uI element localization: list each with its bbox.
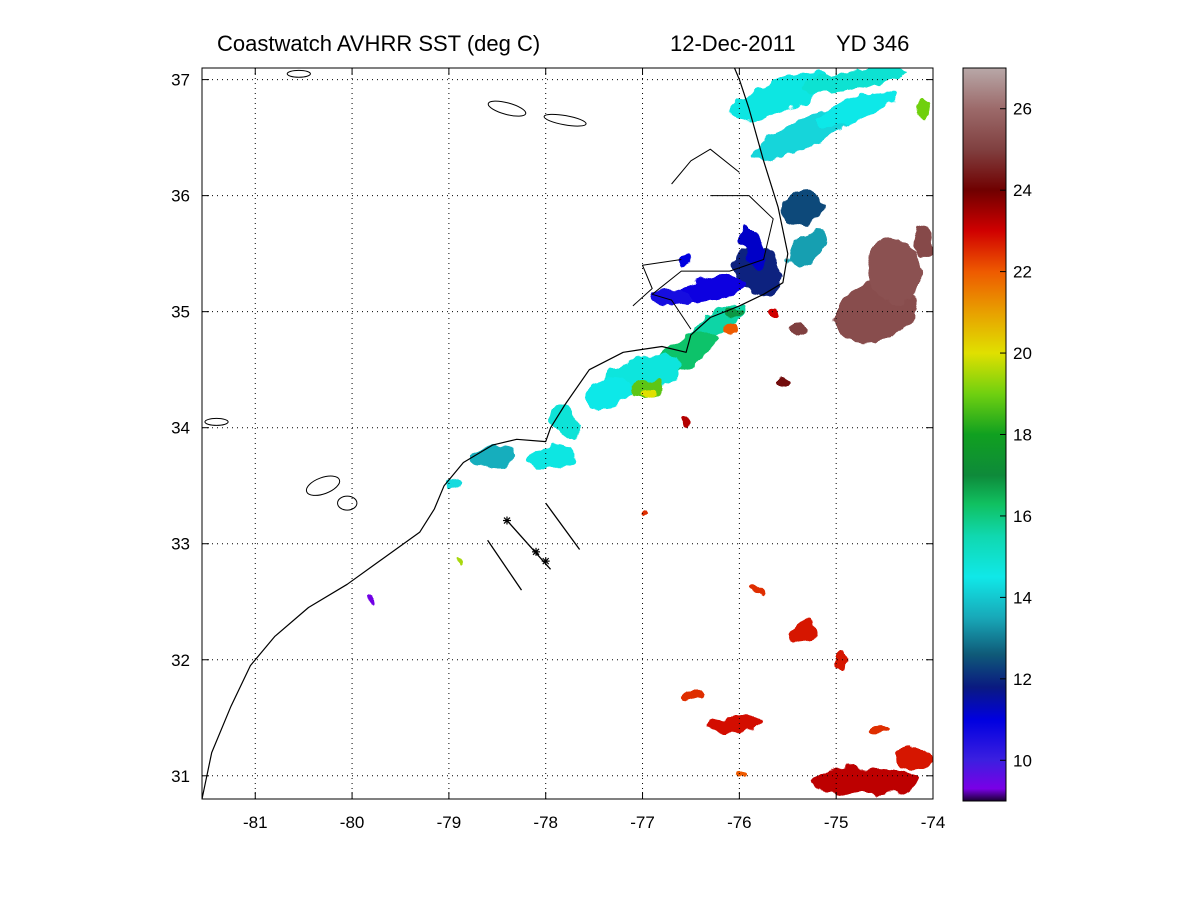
sst-patch — [866, 239, 923, 303]
lake-outline — [305, 475, 341, 496]
colorbar-tick-label: 24 — [1013, 181, 1032, 200]
lake-outline — [286, 69, 311, 78]
sst-patch — [766, 305, 781, 318]
sst-patch — [728, 72, 828, 122]
station-marker-d2 — [532, 548, 540, 556]
sst-patch — [894, 746, 933, 770]
y-tick-label: 37 — [171, 71, 190, 90]
sst-patch — [775, 375, 791, 388]
sound-shoreline — [651, 195, 774, 330]
x-tick-label: -75 — [824, 813, 849, 832]
station-marker — [502, 516, 511, 525]
sst-patch — [814, 90, 897, 128]
colorbar-ticks: 10 12 14 16 18 20 22 24 26 — [1000, 100, 1032, 770]
sst-patch — [811, 767, 919, 796]
y-tick-label: 31 — [171, 767, 190, 786]
chart-yearday: YD 346 — [836, 31, 909, 56]
sst-patch — [915, 100, 932, 117]
sst-patch — [681, 275, 749, 302]
colorbar-tick-label: 10 — [1013, 751, 1032, 770]
x-tick-label: -79 — [437, 813, 462, 832]
station-marker-d2 — [503, 517, 511, 524]
chart-date: 12-Dec-2011 — [670, 31, 796, 56]
transect-layer — [487, 502, 581, 591]
sst-patch — [639, 388, 656, 398]
grid-layer — [202, 68, 933, 799]
sst-patch — [548, 404, 582, 440]
map-plot: -81 -80 -79 -78 -77 -76 -75 -74 31 32 33 34 35 36 37 — [171, 67, 945, 832]
sst-patch — [786, 228, 828, 267]
y-tick-label: 33 — [171, 535, 190, 554]
colorbar-tick-label: 12 — [1013, 670, 1032, 689]
colorbar-tick-label: 16 — [1013, 507, 1032, 526]
lake-outline — [543, 113, 587, 127]
sst-patch — [454, 556, 463, 566]
x-tick-label: -76 — [727, 813, 752, 832]
x-tick-label: -80 — [340, 813, 365, 832]
y-tick-label: 32 — [171, 651, 190, 670]
sst-patch — [835, 648, 847, 672]
station-marker — [541, 557, 550, 566]
sound-shoreline — [671, 148, 740, 185]
sst-patch — [468, 445, 517, 468]
sst-patch — [446, 477, 461, 490]
sst-patch — [650, 289, 693, 306]
lake-outline — [487, 100, 527, 117]
sst-patch — [788, 620, 816, 642]
colorbar-scale — [962, 67, 1007, 802]
x-tick-label: -77 — [630, 813, 655, 832]
x-tick-label: -81 — [243, 813, 268, 832]
lake-outline — [204, 417, 229, 426]
colorbar: 10 12 14 16 18 20 22 24 26 — [962, 67, 1032, 802]
sst-patch — [913, 224, 933, 260]
sst-patch — [723, 323, 736, 335]
sst-patch — [740, 225, 768, 271]
x-tick-label: -78 — [533, 813, 558, 832]
colorbar-tick-label: 18 — [1013, 426, 1032, 445]
y-tick-label: 36 — [171, 187, 190, 206]
sst-patch — [734, 772, 745, 780]
axis-ticks: -81 -80 -79 -78 -77 -76 -75 -74 31 32 33 34 35 36 37 — [171, 68, 945, 832]
sst-patch — [749, 586, 769, 594]
plot-frame — [201, 67, 934, 800]
colorbar-tick-label: 14 — [1013, 588, 1032, 607]
transect-line — [487, 539, 523, 591]
x-tick-label: -74 — [921, 813, 946, 832]
colorbar-tick-label: 22 — [1013, 263, 1032, 282]
sst-patch — [679, 687, 703, 702]
station-marker — [532, 547, 541, 556]
sst-patch — [722, 307, 747, 317]
sst-patch — [641, 511, 648, 519]
station-marker-d2 — [542, 557, 550, 565]
sst-patch — [782, 189, 823, 225]
coastline-layer — [202, 68, 789, 799]
sst-patch — [787, 322, 808, 337]
sst-patch — [705, 716, 764, 731]
colorbar-tick-label: 26 — [1013, 100, 1032, 119]
sound-shoreline — [632, 259, 682, 307]
coastline — [202, 68, 789, 799]
sst-layer — [367, 68, 933, 796]
chart-title: Coastwatch AVHRR SST (deg C) — [217, 31, 540, 56]
sst-patch — [526, 444, 575, 469]
y-tick-label: 34 — [171, 419, 190, 438]
sst-patch — [678, 253, 694, 266]
y-tick-label: 35 — [171, 303, 190, 322]
sst-patch — [803, 68, 909, 93]
lake-outline — [337, 495, 358, 511]
sst-patch — [585, 377, 632, 409]
sst-patch — [681, 416, 691, 428]
sst-patch — [367, 594, 376, 605]
sst-patch — [868, 725, 892, 734]
transect-line — [545, 502, 581, 550]
colorbar-tick-label: 20 — [1013, 344, 1032, 363]
